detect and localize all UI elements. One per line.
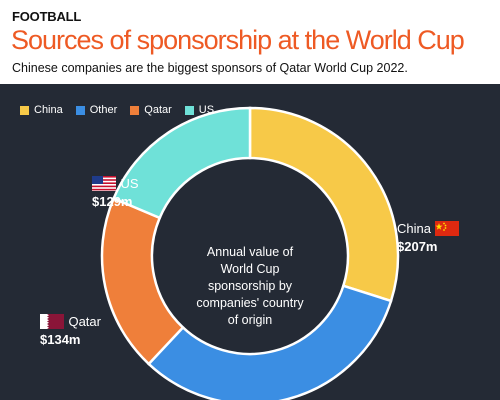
- callout-qatar-name: Qatar: [68, 314, 101, 330]
- legend-label-us: US: [198, 104, 215, 116]
- legend: China Other Qatar US: [20, 104, 227, 116]
- legend-item-other: Other: [75, 104, 118, 116]
- header: FOOTBALL Sources of sponsorship at the W…: [0, 0, 500, 84]
- legend-swatch-other: [75, 105, 85, 115]
- callout-us: US $129m: [92, 175, 139, 209]
- callout-china: China $207m: [397, 220, 460, 254]
- callout-us-name: US: [120, 176, 139, 192]
- callout-china-value: $207m: [397, 239, 438, 254]
- callout-us-value: $129m: [92, 194, 133, 209]
- china-flag-icon: [435, 221, 460, 237]
- callout-qatar-value: $134m: [40, 332, 81, 347]
- legend-label-other: Other: [89, 104, 118, 116]
- section-kicker: FOOTBALL: [12, 9, 82, 24]
- donut-slice-qatar: [100, 196, 185, 366]
- legend-item-qatar: Qatar: [130, 104, 172, 116]
- legend-swatch-china: [20, 105, 29, 115]
- legend-label-china: China: [34, 104, 63, 116]
- donut-center-label: Annual value of World Cup sponsorship by…: [196, 245, 304, 327]
- callout-qatar: Qatar $134m: [40, 313, 101, 347]
- donut-slice-china: [248, 106, 400, 303]
- legend-item-china: China: [20, 104, 63, 116]
- chart-title: Sources of sponsorship at the World Cup: [11, 25, 465, 55]
- chart-subtitle: Chinese companies are the biggest sponso…: [12, 61, 408, 75]
- legend-swatch-qatar: [130, 105, 140, 115]
- legend-swatch-us: [184, 105, 194, 115]
- donut-slice-us: [112, 106, 252, 220]
- legend-item-us: US: [184, 104, 215, 116]
- us-flag-icon: [92, 176, 116, 192]
- donut-chart: [100, 106, 400, 400]
- donut-slice-other: [146, 284, 393, 400]
- callout-china-name: China: [397, 221, 431, 237]
- chart-panel: China Other Qatar US Annual value of Wor…: [0, 84, 500, 400]
- legend-label-qatar: Qatar: [144, 104, 172, 116]
- qatar-flag-icon: [40, 314, 64, 330]
